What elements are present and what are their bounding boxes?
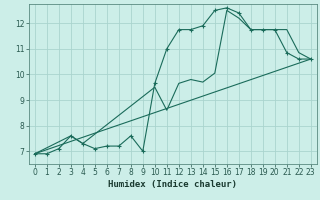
X-axis label: Humidex (Indice chaleur): Humidex (Indice chaleur) (108, 180, 237, 189)
